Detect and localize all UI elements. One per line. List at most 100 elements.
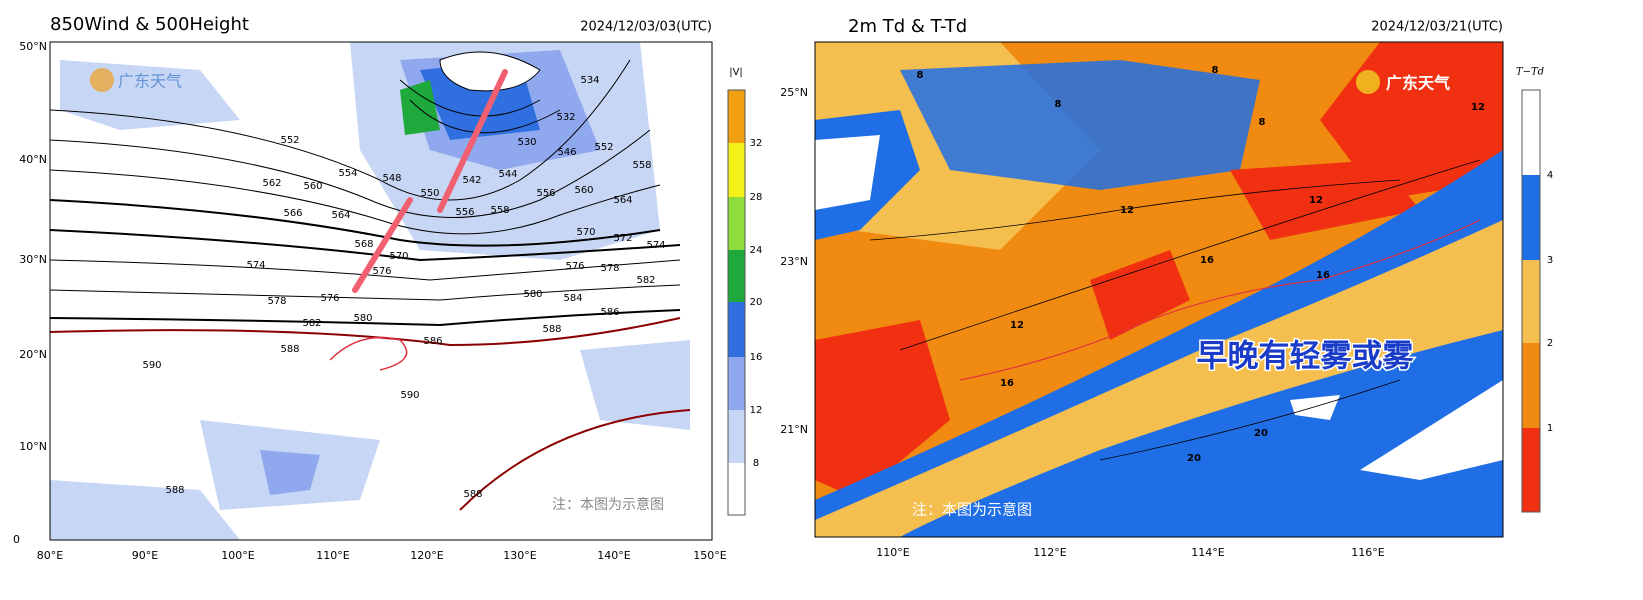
lat-label: 20°N [19,348,47,361]
lon-label: 100°E [221,549,254,562]
panel-title: 850Wind & 500Height [50,14,249,35]
left-frame [49,41,713,541]
lon-label: 80°E [37,549,63,562]
contour-label: 570 [389,251,408,262]
colorbar-tick: 2 [1547,338,1553,349]
contour-label: 566 [283,208,302,219]
watermark: 广东天气 [1386,74,1450,93]
logo-icon [90,68,114,92]
contour-label: 558 [632,160,651,171]
contour-label: 20 [1254,428,1268,439]
logo-icon [1356,70,1380,94]
contour-label: 12 [1010,320,1024,331]
contour-label: 16 [1200,255,1214,266]
colorbar-tick: 3 [1547,255,1553,266]
contour-label: 542 [462,175,481,186]
lon-label: 140°E [597,549,630,562]
lon-label: 120°E [410,549,443,562]
colorbar-tick: 16 [750,352,763,363]
lon-label: 110°E [876,546,909,559]
contour-label: 8 [1259,117,1266,128]
lon-label: 114°E [1191,546,1224,559]
contour-label: 578 [267,296,286,307]
contour-label: 8 [1055,99,1062,110]
colorbar-tick: 20 [750,297,763,308]
lon-label: 130°E [503,549,536,562]
contour-label: 564 [331,210,350,221]
lat-label: 30°N [19,253,47,266]
contour-label: 556 [536,188,555,199]
headline: 早晚有轻雾或雾 [1197,339,1415,375]
contour-label: 16 [1000,378,1014,389]
lat-label: 25°N [780,86,808,99]
lat-label: 10°N [19,440,47,453]
contour-label: 582 [636,275,655,286]
contour-label: 530 [517,137,536,148]
contour-label: 574 [646,240,665,251]
contour-label: 574 [246,260,265,271]
note: 注：本图为示意图 [912,501,1032,519]
lat-label: 50°N [19,40,47,53]
right-map [815,42,1503,537]
lat-label: 23°N [780,255,808,268]
contour-label: 590 [142,360,161,371]
contour-label: 562 [262,178,281,189]
lon-label: 110°E [316,549,349,562]
colorbar-tick: 12 [750,405,763,416]
contour-label: 580 [353,313,372,324]
contour-label: 572 [613,233,632,244]
contour-label: 568 [354,239,373,250]
contour-label: 12 [1120,205,1134,216]
contour-label: 558 [490,205,509,216]
contour-label: 554 [338,168,357,179]
contour-label: 534 [580,75,599,86]
contour-label: 546 [557,147,576,158]
contour-label: 552 [594,142,613,153]
contour-label: 578 [600,263,619,274]
colorbar-tick: 32 [750,138,763,149]
colorbar-tick: 24 [750,245,763,256]
lon-label: 90°E [132,549,158,562]
contour-label: 588 [165,485,184,496]
contour-label: 584 [563,293,582,304]
contour-label: 8 [1212,65,1219,76]
lon-label: 116°E [1351,546,1384,559]
colorbar-tick: 8 [753,458,759,469]
watermark: 广东天气 [118,72,182,91]
contour-label: 532 [556,112,575,123]
colorbar-tick: 1 [1547,423,1553,434]
contour-label: 560 [574,185,593,196]
colorbar-tick: 4 [1547,170,1553,181]
colorbar-label: T−Td [1516,67,1544,78]
left-map [50,42,712,540]
contour-label: 582 [302,318,321,329]
colorbar-tick: 28 [750,192,763,203]
right-colorbar [1521,89,1541,513]
contour-label: 552 [280,135,299,146]
left-colorbar [727,89,746,516]
panel-title: 2m Td & T-Td [848,16,967,37]
contour-label: 576 [565,261,584,272]
contour-label: 550 [420,188,439,199]
contour-label: 580 [523,289,542,300]
lon-label: 150°E [693,549,726,562]
contour-label: 556 [455,207,474,218]
contour-label: 590 [400,390,419,401]
contour-label: 8 [917,70,924,81]
contour-label: 560 [303,181,322,192]
contour-label: 16 [1316,270,1330,281]
lat-label: 21°N [780,423,808,436]
panel-time: 2024/12/03/21(UTC) [1371,20,1503,35]
note: 注：本图为示意图 [552,496,664,513]
contour-label: 586 [423,336,442,347]
contour-label: 20 [1187,453,1201,464]
contour-label: 588 [280,344,299,355]
contour-label: 548 [382,173,401,184]
lon-label: 112°E [1033,546,1066,559]
contour-label: 588 [463,489,482,500]
contour-label: 570 [576,227,595,238]
contour-label: 576 [320,293,339,304]
contour-label: 12 [1471,102,1485,113]
